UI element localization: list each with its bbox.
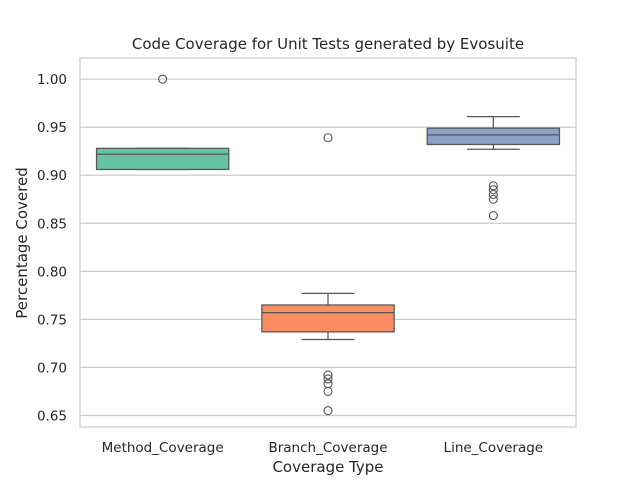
y-tick-label: 1.00 xyxy=(37,72,67,88)
iqr-box xyxy=(426,127,561,146)
outlier-point xyxy=(323,133,333,143)
outlier-point xyxy=(488,181,498,191)
box-group xyxy=(95,74,230,171)
outlier-point xyxy=(323,386,333,396)
x-axis-title: Coverage Type xyxy=(272,458,383,476)
chart-title: Code Coverage for Unit Tests generated b… xyxy=(132,35,524,53)
x-tick-labels: Method_Coverage Branch_Coverage Line_Cover… xyxy=(102,440,543,456)
x-tick-label: Branch_Coverage xyxy=(268,440,387,456)
box-group xyxy=(426,115,561,221)
x-tick-label: Method_Coverage xyxy=(102,440,224,456)
box-group xyxy=(261,133,395,416)
x-tick-label: Line_Coverage xyxy=(444,440,544,456)
y-tick-label: 0.70 xyxy=(37,360,67,376)
outlier-point xyxy=(323,370,333,380)
iqr-box xyxy=(95,147,230,171)
box-series xyxy=(95,74,561,416)
outlier-point xyxy=(488,185,498,195)
y-tick-label: 0.85 xyxy=(37,216,67,232)
outlier-point xyxy=(323,374,333,384)
y-tick-label: 0.75 xyxy=(37,312,67,328)
y-tick-label: 0.80 xyxy=(37,264,67,280)
outlier-point xyxy=(488,211,498,221)
outlier-point xyxy=(488,189,498,200)
y-tick-label: 0.90 xyxy=(37,168,67,184)
y-tick-label: 0.95 xyxy=(37,120,67,136)
outlier-point xyxy=(158,74,168,84)
y-axis-title: Percentage Covered xyxy=(13,167,31,319)
iqr-box xyxy=(261,304,395,333)
y-tick-label: 0.65 xyxy=(37,408,67,424)
plot-area-border xyxy=(79,57,577,428)
y-tick-labels: 0.65 0.70 0.75 0.80 0.85 0.90 0.95 1.00 xyxy=(37,72,67,424)
outlier-point xyxy=(323,406,333,416)
outlier-point xyxy=(488,194,498,204)
